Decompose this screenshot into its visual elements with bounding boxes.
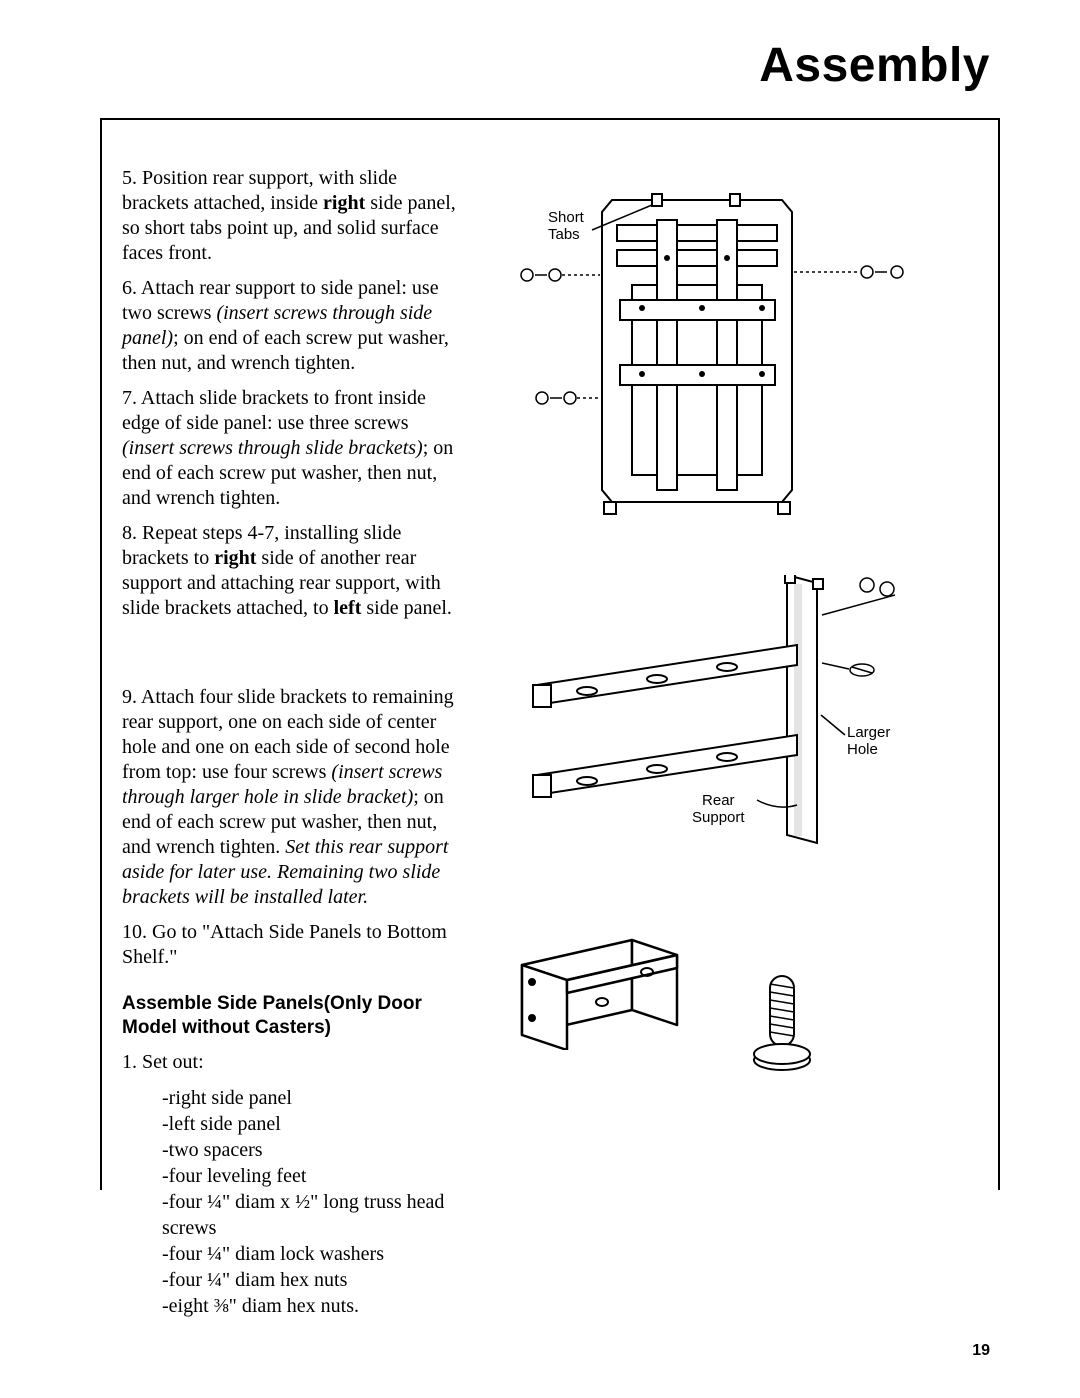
callout-rear-support: RearSupport bbox=[692, 793, 745, 826]
step-7: 7. Attach slide brackets to front inside… bbox=[122, 386, 462, 511]
list-item: -four ¼" diam x ½" long truss head bbox=[162, 1189, 462, 1215]
callout-larger-hole: LargerHole bbox=[847, 725, 890, 758]
step-9: 9. Attach four slide brackets to remaini… bbox=[122, 685, 462, 910]
list-item: -two spacers bbox=[162, 1137, 462, 1163]
setout-lead: 1. Set out: bbox=[122, 1050, 462, 1075]
setout-list: -right side panel -left side panel -two … bbox=[162, 1085, 462, 1319]
list-item: -eight ⅜" diam hex nuts. bbox=[162, 1293, 462, 1319]
page-number: 19 bbox=[972, 1342, 990, 1360]
subheading: Assemble Side Panels(Only Door Model wit… bbox=[122, 992, 462, 1040]
list-item: -four ¼" diam lock washers bbox=[162, 1241, 462, 1267]
instruction-column: 5. Position rear support, with slide bra… bbox=[122, 166, 462, 1319]
figure-leveling-foot bbox=[742, 970, 822, 1080]
figure-side-panel: ShortTabs bbox=[502, 190, 922, 520]
list-item: -four leveling feet bbox=[162, 1163, 462, 1189]
list-item: -left side panel bbox=[162, 1111, 462, 1137]
step-8: 8. Repeat steps 4-7, installing slide br… bbox=[122, 521, 462, 621]
callout-short-tabs: ShortTabs bbox=[548, 210, 584, 243]
step-5: 5. Position rear support, with slide bra… bbox=[122, 166, 462, 266]
list-item: screws bbox=[162, 1215, 462, 1241]
figure-spacer bbox=[502, 920, 702, 1050]
step-6: 6. Attach rear support to side panel: us… bbox=[122, 276, 462, 376]
step-10: 10. Go to "Attach Side Panels to Bottom … bbox=[122, 920, 462, 970]
content-frame: 5. Position rear support, with slide bra… bbox=[100, 118, 1000, 1190]
list-item: -right side panel bbox=[162, 1085, 462, 1111]
list-item: -four ¼" diam hex nuts bbox=[162, 1267, 462, 1293]
figure-rear-support: LargerHole RearSupport bbox=[497, 575, 927, 855]
page-title: Assembly bbox=[759, 38, 990, 93]
